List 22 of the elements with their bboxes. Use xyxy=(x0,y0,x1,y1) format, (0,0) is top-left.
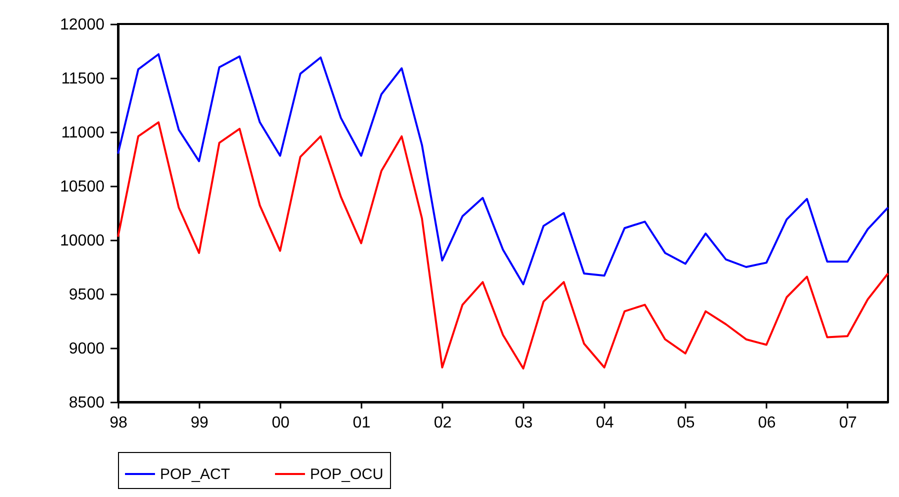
x-tick-label: 99 xyxy=(190,414,209,432)
x-tick-label: 05 xyxy=(676,414,695,432)
x-tick-label: 07 xyxy=(839,414,857,432)
y-tick-label: 9500 xyxy=(68,286,105,304)
legend-label: POP_OCU xyxy=(310,466,384,483)
x-tick-label: 03 xyxy=(514,414,533,432)
x-tick-label: 01 xyxy=(352,414,371,432)
x-tick-label: 04 xyxy=(596,414,614,432)
line-series xyxy=(117,53,889,286)
x-tick-label: 02 xyxy=(434,414,452,432)
x-tick-label: 98 xyxy=(110,414,128,432)
x-tick-label: 06 xyxy=(758,414,776,432)
y-tick-label: 9000 xyxy=(68,340,105,358)
y-tick-label: 12000 xyxy=(60,16,105,34)
legend-label: POP_ACT xyxy=(160,466,230,483)
line-series xyxy=(117,121,889,370)
y-tick-label: 10000 xyxy=(60,232,105,250)
y-tick-label: 10500 xyxy=(60,178,105,196)
y-tick-label: 11500 xyxy=(61,70,105,88)
y-tick-label: 11000 xyxy=(61,124,105,142)
x-tick-label: 00 xyxy=(272,414,290,432)
y-tick-label: 8500 xyxy=(68,394,105,412)
